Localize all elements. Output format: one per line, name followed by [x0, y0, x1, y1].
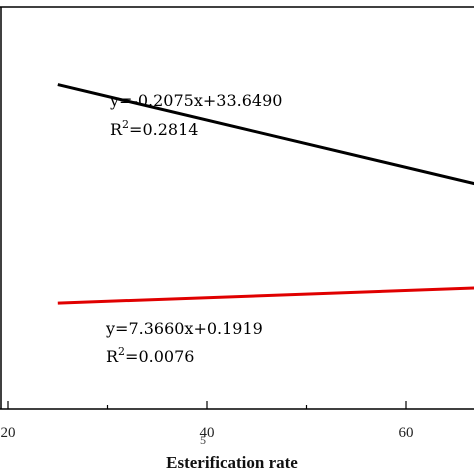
x-tick-label: 20 [1, 425, 16, 441]
annotation-equation-2: y=7.3660x+0.1919 [105, 319, 263, 338]
annotation-r2-2: R2=0.0076 [106, 345, 194, 366]
stray-label: 5 [200, 433, 206, 447]
x-axis-title: Esterification rate [166, 453, 298, 472]
series-line-2 [57, 286, 474, 305]
x-tick-label: 40 [200, 425, 215, 441]
series-layer [57, 83, 474, 305]
annotation-equation-1: y=-0.2075x+33.6490 [109, 91, 282, 110]
series-line-1 [57, 83, 474, 186]
x-axis-ticks: 20406080100 [1, 401, 414, 441]
annotation-r2-1: R2=0.2814 [110, 118, 198, 139]
x-tick-label: 60 [399, 425, 414, 441]
